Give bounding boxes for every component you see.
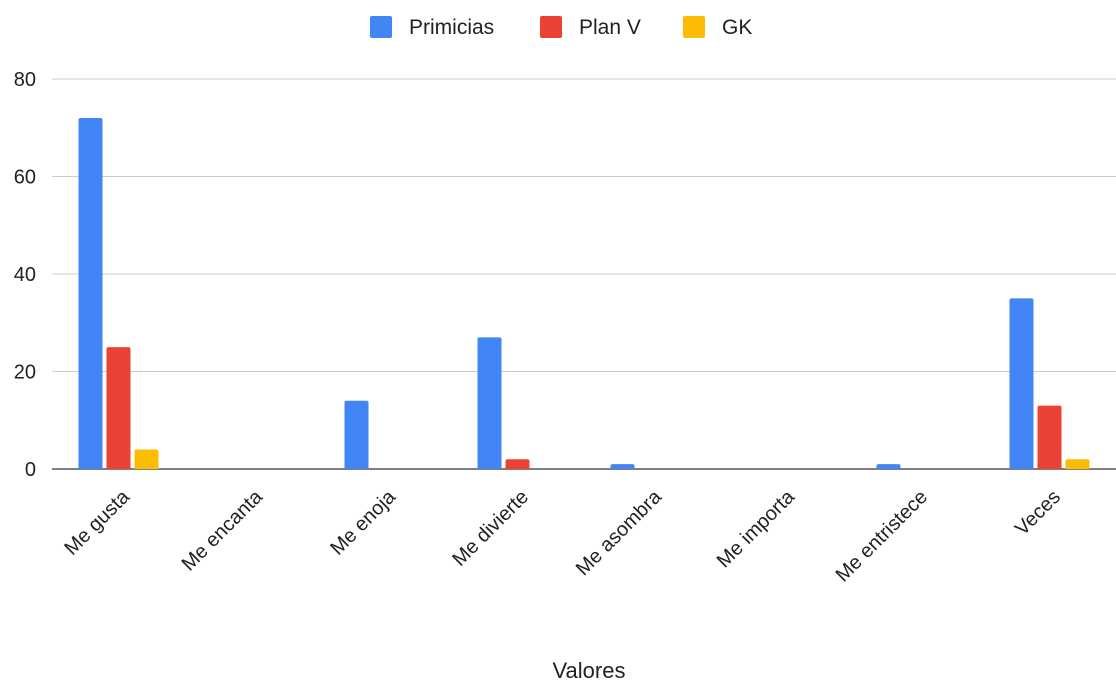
legend-label: Primicias bbox=[409, 16, 494, 39]
bar-primicias-me-divierte bbox=[477, 337, 502, 469]
x-tick-label: Veces bbox=[1011, 486, 1065, 540]
bar-primicias-me-asombra bbox=[610, 464, 635, 469]
bar-plan-v-me-divierte bbox=[505, 459, 530, 469]
bar-plan-v-me-gusta bbox=[106, 347, 131, 469]
bar-primicias-me-gusta bbox=[78, 118, 103, 469]
y-tick-label: 20 bbox=[14, 362, 36, 384]
x-tick-label: Me divierte bbox=[448, 486, 533, 571]
y-tick-label: 60 bbox=[14, 167, 36, 189]
legend-swatch bbox=[370, 16, 392, 38]
x-tick-label: Me enoja bbox=[326, 485, 400, 559]
legend-swatch bbox=[540, 16, 562, 38]
x-tick-label: Me gusta bbox=[60, 485, 134, 559]
legend-label: Plan V bbox=[579, 16, 641, 39]
bars bbox=[78, 118, 1090, 469]
x-axis-ticks: Me gusta Me encanta Me enoja Me divierte Me … bbox=[60, 485, 1065, 586]
x-tick-label: Me importa bbox=[713, 485, 800, 572]
gridlines bbox=[52, 78, 1116, 470]
x-tick-label: Me entristece bbox=[832, 486, 932, 586]
legend: Primicias Plan V GK bbox=[370, 16, 752, 39]
x-tick-label: Me encanta bbox=[178, 485, 268, 575]
x-axis-title: Valores bbox=[553, 658, 626, 683]
bar-primicias-me-entristece bbox=[876, 464, 901, 469]
bar-gk-veces bbox=[1065, 459, 1090, 469]
y-tick-label: 40 bbox=[14, 264, 36, 286]
bar-primicias-veces bbox=[1009, 298, 1034, 469]
x-tick-label: Me asombra bbox=[572, 485, 667, 580]
legend-swatch bbox=[683, 16, 705, 38]
bar-primicias-me-enoja bbox=[344, 400, 369, 469]
legend-label: GK bbox=[722, 16, 752, 39]
y-axis-ticks: 0 20 40 60 80 bbox=[14, 69, 36, 481]
y-tick-label: 0 bbox=[25, 459, 36, 481]
y-tick-label: 80 bbox=[14, 69, 36, 91]
bar-plan-v-veces bbox=[1037, 405, 1062, 469]
bar-gk-me-gusta bbox=[134, 449, 159, 469]
